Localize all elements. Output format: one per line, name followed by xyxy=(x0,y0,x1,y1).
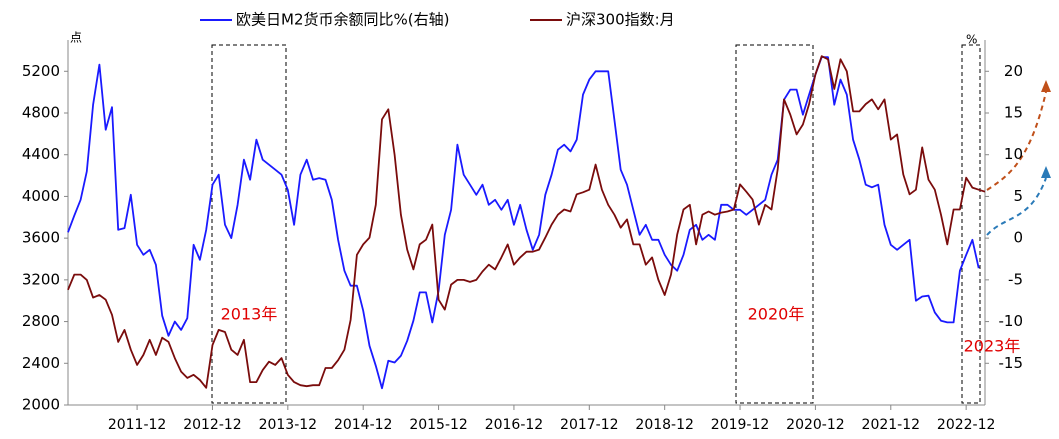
forecast-arrow xyxy=(986,177,1047,236)
y2-unit: % xyxy=(966,33,977,47)
x-tick-label: 2018-12 xyxy=(635,417,694,433)
annotation: 2023年 xyxy=(964,337,1021,356)
x-tick-label: 2019-12 xyxy=(711,417,770,433)
x-tick-label: 2015-12 xyxy=(409,417,468,433)
y2-tick-label: 20 xyxy=(1004,62,1023,80)
arrowhead xyxy=(1041,80,1051,92)
y2-tick-label: -5 xyxy=(1008,270,1023,288)
y-tick-label: 4000 xyxy=(22,187,60,205)
y2-tick-label: 15 xyxy=(1004,104,1023,122)
y2-tick-label: -10 xyxy=(999,312,1024,330)
y-tick-label: 5200 xyxy=(22,62,60,80)
x-tick-label: 2016-12 xyxy=(485,417,544,433)
y-tick-label: 2800 xyxy=(22,312,60,330)
x-tick-label: 2011-12 xyxy=(108,417,167,433)
highlight-box xyxy=(211,44,287,404)
legend-label: 沪深300指数:月 xyxy=(566,11,675,29)
y2-tick-label: -15 xyxy=(999,354,1024,372)
y2-tick-label: 0 xyxy=(1013,229,1023,247)
y-tick-label: 2000 xyxy=(22,396,60,414)
forecast-arrow xyxy=(986,91,1047,191)
annotation: 2020年 xyxy=(748,305,805,324)
x-tick-label: 2020-12 xyxy=(786,417,845,433)
series-line xyxy=(67,56,980,390)
series-line xyxy=(67,55,986,389)
arrowhead xyxy=(1041,166,1051,178)
y2-tick-label: 5 xyxy=(1013,187,1023,205)
x-tick-label: 2022-12 xyxy=(937,417,996,433)
highlight-box xyxy=(961,44,981,404)
y-tick-label: 4400 xyxy=(22,145,60,163)
x-tick-label: 2012-12 xyxy=(183,417,242,433)
x-tick-label: 2013-12 xyxy=(259,417,318,433)
y-unit: 点 xyxy=(70,31,82,45)
highlight-box xyxy=(735,44,814,404)
annotation: 2013年 xyxy=(221,305,278,324)
legend-label: 欧美日M2货币余额同比%(右轴) xyxy=(236,11,449,29)
x-tick-label: 2014-12 xyxy=(334,417,393,433)
y-tick-label: 2400 xyxy=(22,354,60,372)
y-tick-label: 3600 xyxy=(22,229,60,247)
x-tick-label: 2021-12 xyxy=(862,417,921,433)
x-tick-label: 2017-12 xyxy=(560,417,619,433)
y-tick-label: 3200 xyxy=(22,270,60,288)
y-tick-label: 4800 xyxy=(22,104,60,122)
y2-tick-label: 10 xyxy=(1004,145,1023,163)
